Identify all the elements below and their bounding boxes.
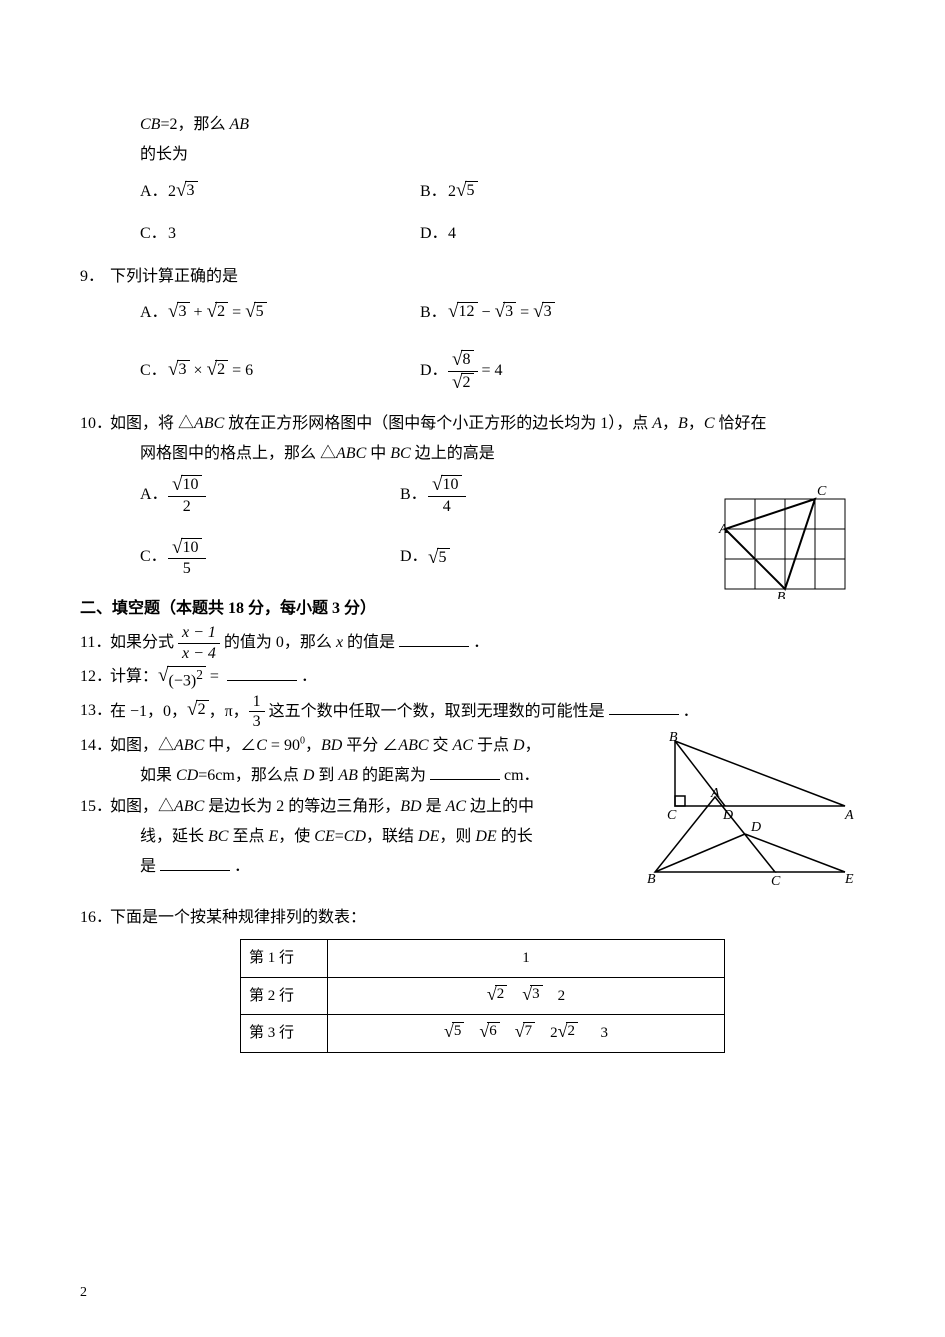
q10-option-d[interactable]: D． √5 bbox=[400, 532, 660, 584]
q9a-l: 3 bbox=[177, 302, 190, 320]
svg-text:E: E bbox=[844, 872, 854, 887]
q8a-arg: 3 bbox=[185, 181, 198, 199]
svg-text:B: B bbox=[777, 590, 786, 599]
label-c: C． bbox=[140, 219, 168, 249]
svg-text:C: C bbox=[817, 484, 827, 499]
q8c: 3 bbox=[168, 219, 176, 249]
q9d-num: 8 bbox=[461, 350, 474, 368]
q8b-pre: 2 bbox=[448, 183, 456, 200]
q8-ab: AB bbox=[229, 116, 249, 133]
q9c-r: 2 bbox=[215, 360, 228, 378]
svg-text:B: B bbox=[669, 731, 678, 745]
q10-option-a[interactable]: A． √102 bbox=[140, 469, 400, 521]
label-d2: D． bbox=[420, 356, 448, 386]
q8-txt1: =2，那么 bbox=[160, 116, 229, 133]
svg-text:B: B bbox=[647, 872, 656, 887]
q15-figure: A B C D E bbox=[645, 787, 855, 898]
q10-option-b[interactable]: B． √104 bbox=[400, 469, 660, 521]
question-9: 9．下列计算正确的是 A． √3 + √2 = √5 B． √12 − √3 =… bbox=[80, 262, 865, 399]
q10-option-c[interactable]: C． √105 bbox=[140, 532, 400, 584]
svg-text:A: A bbox=[710, 787, 720, 801]
question-11: 11．如果分式 x − 1x − 4 的值为 0，那么 x 的值是． bbox=[80, 624, 865, 662]
q15-blank[interactable] bbox=[160, 854, 230, 871]
question-10: 10．如图，将 △ABC 放在正方形网格图中（图中每个小正方形的边长均为 1），… bbox=[80, 409, 865, 584]
svg-text:A: A bbox=[718, 522, 728, 537]
q9-num: 9． bbox=[80, 262, 110, 292]
q8-cb: CB bbox=[140, 116, 160, 133]
q8-option-d[interactable]: D． 4 bbox=[420, 213, 700, 255]
q9c-l: 3 bbox=[177, 360, 190, 378]
label-a: A． bbox=[140, 177, 168, 207]
svg-text:D: D bbox=[750, 820, 761, 835]
question-8-continuation: CB=2，那么 AB 的长为 A． 2√3 B． 2√5 C． 3 D． 4 bbox=[80, 110, 865, 256]
question-13: 13．在 −1，0，√2，π，13 这五个数中任取一个数，取到无理数的可能性是． bbox=[80, 693, 865, 731]
q8b-arg: 5 bbox=[465, 181, 478, 199]
q9-option-b[interactable]: B． √12 − √3 = √3 bbox=[420, 292, 700, 334]
table-row: 第 1 行 1 bbox=[241, 940, 725, 978]
label-d: D． bbox=[420, 219, 448, 249]
q8-line2: 的长为 bbox=[80, 140, 865, 170]
table-row: 第 2 行 √2 √3 2 bbox=[241, 977, 725, 1015]
q8-option-b[interactable]: B． 2√5 bbox=[420, 171, 700, 213]
table-row: 第 3 行 √5 √6 √7 2√2 3 bbox=[241, 1015, 725, 1053]
q8-option-c[interactable]: C． 3 bbox=[140, 213, 420, 255]
q8-option-a[interactable]: A． 2√3 bbox=[140, 171, 420, 213]
q16-table: 第 1 行 1 第 2 行 √2 √3 2 第 3 行 √5 √6 √7 bbox=[240, 939, 725, 1053]
q14-blank[interactable] bbox=[430, 763, 500, 780]
question-16: 16．下面是一个按某种规律排列的数表： 第 1 行 1 第 2 行 √2 √3 … bbox=[80, 903, 865, 1053]
q8a-pre: 2 bbox=[168, 183, 176, 200]
q9-stem: 下列计算正确的是 bbox=[110, 268, 238, 285]
question-14: B C D A 14．如图，△ABC 中，∠C = 900，BD 平分 ∠ABC… bbox=[80, 731, 865, 792]
q10-num: 10． bbox=[80, 409, 110, 439]
q9-option-c[interactable]: C． √3 × √2 = 6 bbox=[140, 344, 420, 398]
question-12: 12．计算：√(−3)2 = ． bbox=[80, 662, 865, 692]
q9d-den: 2 bbox=[461, 373, 474, 391]
page-number: 2 bbox=[80, 1280, 87, 1307]
label-b: B． bbox=[420, 177, 448, 207]
q9a-res: 5 bbox=[254, 302, 267, 320]
q9b-l: 12 bbox=[457, 302, 478, 320]
q9a-r: 2 bbox=[215, 302, 228, 320]
label-c2: C． bbox=[140, 356, 168, 386]
q9-option-d[interactable]: D． √8 √2 = 4 bbox=[420, 344, 700, 398]
question-15: A B C D E 15．如图，△ABC 是边长为 2 的等边三角形，BD 是 … bbox=[80, 792, 865, 883]
q11-blank[interactable] bbox=[399, 630, 469, 647]
q8d: 4 bbox=[448, 219, 456, 249]
q12-blank[interactable] bbox=[227, 664, 297, 681]
q13-blank[interactable] bbox=[609, 698, 679, 715]
label-a2: A． bbox=[140, 298, 168, 328]
q10-grid-figure: A B C bbox=[715, 479, 855, 610]
q9-option-a[interactable]: A． √3 + √2 = √5 bbox=[140, 292, 420, 334]
q9b-r: 3 bbox=[503, 302, 516, 320]
q9b-res: 3 bbox=[542, 302, 555, 320]
label-b2: B． bbox=[420, 298, 448, 328]
svg-text:C: C bbox=[771, 874, 781, 887]
